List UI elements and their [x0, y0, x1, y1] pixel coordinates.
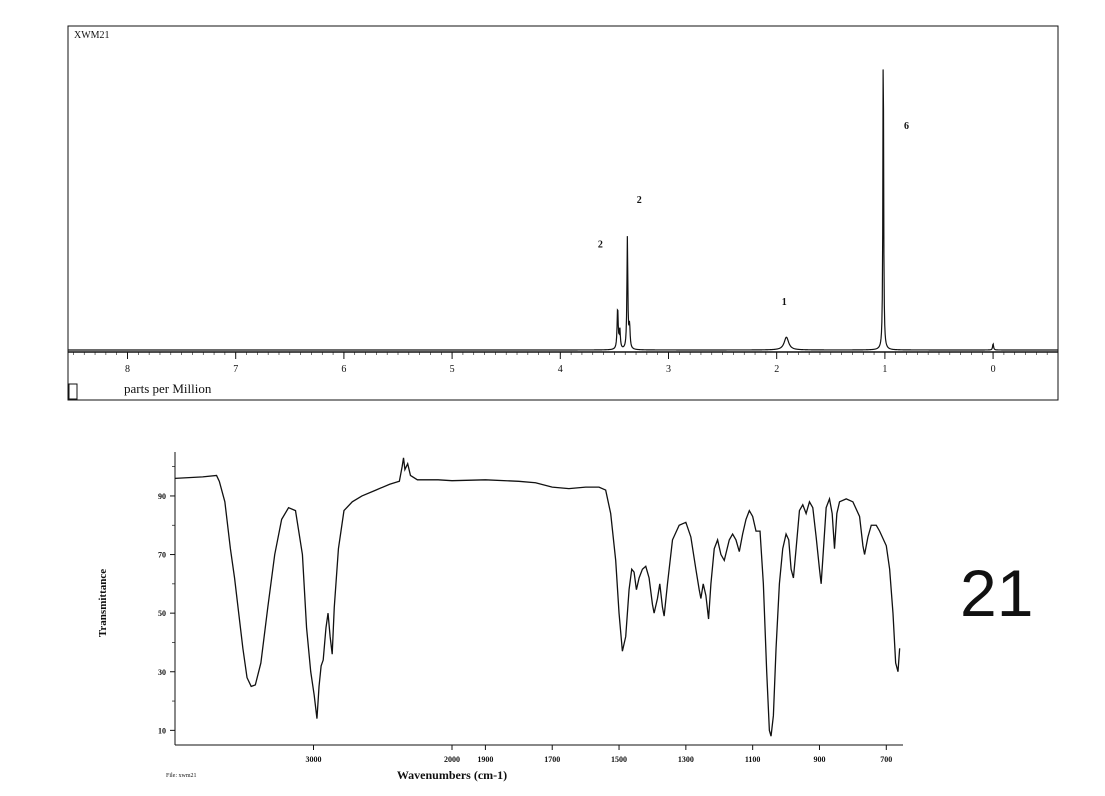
nmr-x-tick-label: 0 [991, 364, 996, 375]
ir-y-tick-label: 10 [158, 726, 166, 735]
ir-y-tick-label: 70 [158, 551, 166, 560]
ir-x-tick-label: 1900 [477, 755, 493, 764]
ir-file-label: File: xwm21 [166, 773, 197, 779]
nmr-frame [67, 25, 1059, 401]
ir-x-ticks: 3000 2000 1900 1700 1500 1300 1100 900 700 [306, 745, 892, 764]
nmr-x-tick-label: 5 [450, 364, 455, 375]
ir-x-tick-label: 900 [813, 755, 825, 764]
nmr-integral-label: 2 [598, 240, 603, 251]
nmr-x-tick-label: 7 [233, 364, 238, 375]
nmr-x-tick-label: 1 [882, 364, 887, 375]
nmr-sample-label: XWM21 [74, 30, 110, 41]
nmr-x-axis-label: parts per Million [124, 381, 212, 396]
ir-x-tick-label: 3000 [306, 755, 322, 764]
ir-y-tick-label: 50 [158, 609, 166, 618]
nmr-x-tick-label: 8 [125, 364, 130, 375]
nmr-x-tick-label: 2 [774, 364, 779, 375]
ir-x-tick-label: 1700 [544, 755, 560, 764]
nmr-corner-mark [68, 383, 78, 400]
ir-y-tick-label: 30 [158, 668, 166, 677]
ir-y-axis-label: Transmittance [97, 569, 109, 637]
ir-x-tick-label: 700 [880, 755, 892, 764]
nmr-x-ticks: 8 7 6 5 4 3 2 1 0 [73, 352, 1059, 375]
nmr-x-tick-label: 4 [558, 364, 563, 375]
ir-y-tick-label: 90 [158, 492, 166, 501]
nmr-spectrum-line [68, 69, 1058, 351]
ir-x-tick-label: 1500 [611, 755, 627, 764]
ir-x-axis-label: Wavenumbers (cm-1) [397, 768, 507, 782]
ir-chart: 10 30 50 70 90 3000 2000 1900 1700 1500 1300 1100 9… [97, 452, 903, 782]
ir-x-tick-label: 1300 [678, 755, 694, 764]
ir-spectrum-line [174, 457, 901, 737]
nmr-x-tick-label: 3 [666, 364, 671, 375]
compound-number: 21 [960, 556, 1034, 630]
ir-x-tick-label: 2000 [444, 755, 460, 764]
nmr-x-tick-label: 6 [341, 364, 346, 375]
nmr-integral-label: 6 [904, 121, 909, 132]
ir-x-tick-label: 1100 [745, 755, 761, 764]
nmr-integral-label: 2 [637, 195, 642, 206]
nmr-integral-label: 1 [782, 297, 787, 308]
nmr-integral-labels: 2 2 1 6 [598, 121, 909, 308]
nmr-chart: XWM21 parts per Million 8 7 6 5 4 3 2 1 0 2 2 1 6 [67, 25, 1059, 401]
ir-y-ticks: 10 30 50 70 90 [158, 466, 175, 735]
